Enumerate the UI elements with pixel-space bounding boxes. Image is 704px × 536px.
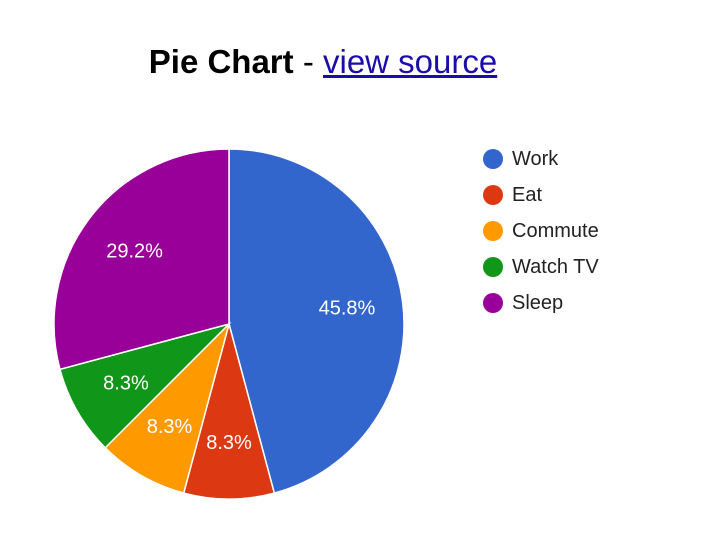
legend-label-eat[interactable]: Eat (512, 184, 542, 206)
pie-slice-eat[interactable] (182, 321, 276, 500)
legend-label-commute[interactable]: Commute (512, 220, 599, 242)
chart-title-bar: Pie Chart - view source (0, 40, 646, 84)
legend-swatch-commute[interactable] (483, 221, 503, 241)
legend-label-watch-tv[interactable]: Watch TV (512, 256, 599, 278)
pie-slice-work[interactable] (228, 148, 405, 494)
pie-slice-label-work: 45.8% (319, 297, 376, 319)
legend-label-sleep[interactable]: Sleep (512, 292, 563, 314)
page-title: Pie Chart (148, 43, 294, 80)
view-source-link[interactable]: view source (322, 43, 498, 80)
pie-slice-label-eat: 8.3% (206, 432, 252, 454)
pie-slice-label-commute: 8.3% (147, 416, 193, 438)
pie-slice-label-watch-tv: 8.3% (103, 373, 149, 395)
legend-swatch-watch-tv[interactable] (483, 257, 503, 277)
legend-swatch-work[interactable] (483, 149, 503, 169)
pie-slice-commute[interactable] (104, 321, 231, 494)
title-separator: - (302, 43, 314, 80)
legend-label-work[interactable]: Work (512, 148, 559, 170)
pie-slice-label-sleep: 29.2% (106, 241, 163, 263)
pie-slice-sleep[interactable] (53, 148, 230, 371)
pie-slice-watch-tv[interactable] (59, 322, 232, 449)
pie-slices (53, 148, 405, 500)
chart-legend: Work Eat Commute Watch TV Sleep (483, 148, 599, 314)
legend-swatch-eat[interactable] (483, 185, 503, 205)
legend-swatch-sleep[interactable] (483, 293, 503, 313)
pie-slice-labels: 45.8% 8.3% 8.3% 8.3% 29.2% (103, 241, 375, 454)
